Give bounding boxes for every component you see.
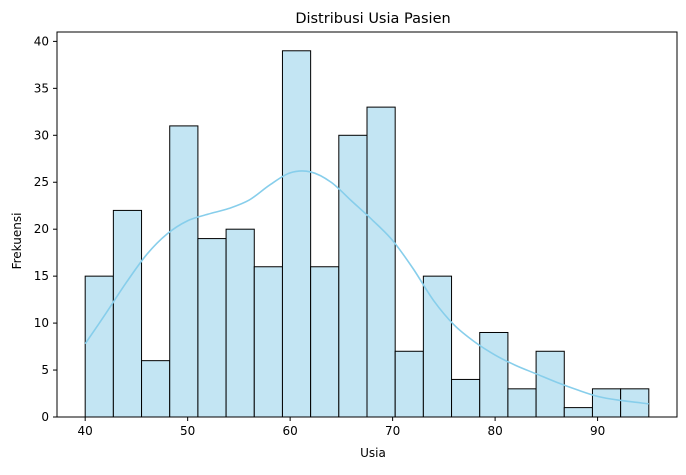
y-tick-label: 25 (34, 175, 49, 189)
histogram-bar (84, 275, 114, 418)
kde-group (84, 170, 649, 405)
y-tick-label: 10 (34, 316, 49, 330)
y-tick-label: 30 (34, 128, 49, 142)
y-tick-label: 35 (34, 81, 49, 95)
histogram-bar (169, 125, 199, 418)
bars-group (84, 50, 650, 418)
y-tick-label: 5 (41, 363, 49, 377)
x-tick-label: 60 (282, 424, 297, 438)
histogram-bar (225, 228, 255, 418)
histogram-bar (451, 378, 481, 418)
histogram-bar (507, 388, 537, 418)
y-axis-label: Frekuensi (10, 213, 24, 270)
histogram-bar (310, 266, 340, 418)
histogram-bar (141, 360, 171, 418)
x-tick-label: 90 (590, 424, 605, 438)
histogram-bar (563, 407, 593, 418)
histogram-bar (338, 134, 368, 418)
kde-line (84, 170, 649, 405)
histogram-bar (197, 238, 227, 418)
histogram-bar (591, 388, 622, 418)
y-tick-label: 0 (41, 410, 49, 424)
histogram-bar (112, 209, 143, 418)
histogram-bar (281, 50, 312, 418)
x-tick-label: 70 (385, 424, 400, 438)
histogram-bar (366, 106, 396, 418)
histogram-bar (422, 275, 453, 418)
y-tick-label: 20 (34, 222, 49, 236)
plot-frame (56, 31, 678, 418)
histogram-bar (479, 331, 509, 418)
histogram-bar (253, 266, 283, 418)
chart-title: Distribusi Usia Pasien (295, 11, 450, 27)
x-axis-label: Usia (360, 446, 386, 460)
y-tick-label: 40 (34, 34, 49, 48)
x-tick-label: 50 (180, 424, 195, 438)
x-tick-label: 40 (78, 424, 93, 438)
x-tick-label: 80 (487, 424, 502, 438)
histogram-bar (394, 350, 424, 418)
y-tick-label: 15 (34, 269, 49, 283)
